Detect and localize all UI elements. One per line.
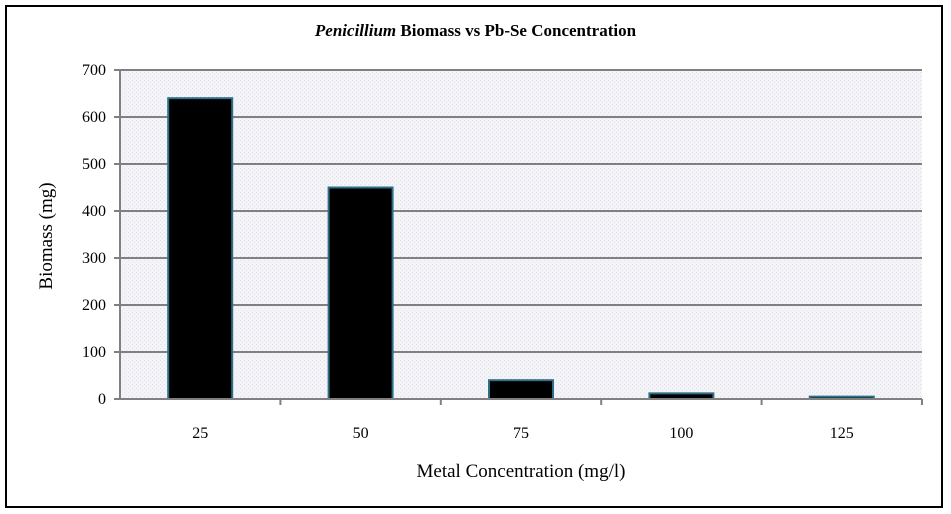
y-tick-label: 600 — [82, 109, 106, 126]
y-tick-label: 700 — [82, 62, 106, 79]
chart-title: Penicillium Biomass vs Pb-Se Concentrati… — [0, 21, 951, 41]
y-tick-label: 400 — [82, 203, 106, 220]
y-tick-label: 200 — [82, 297, 106, 314]
y-tick-label: 100 — [82, 344, 106, 361]
x-tick-label: 75 — [513, 425, 529, 442]
bar-25 — [167, 97, 234, 400]
plot-area — [120, 70, 922, 399]
x-tick-label: 25 — [192, 425, 208, 442]
title-text: Biomass vs Pb-Se Concentration — [396, 21, 637, 40]
chart-frame — [5, 5, 943, 508]
x-tick-label: 125 — [830, 425, 854, 442]
x-tick-label: 100 — [669, 425, 693, 442]
y-tick-label: 0 — [98, 391, 106, 408]
title-italic: Penicillium — [314, 21, 397, 40]
x-tick-label: 50 — [353, 425, 369, 442]
y-tick-label: 300 — [82, 250, 106, 267]
x-axis-label: Metal Concentration (mg/l) — [416, 461, 626, 482]
bar-75 — [488, 379, 554, 401]
y-tick-label: 500 — [82, 156, 106, 173]
bar-50 — [327, 186, 394, 400]
